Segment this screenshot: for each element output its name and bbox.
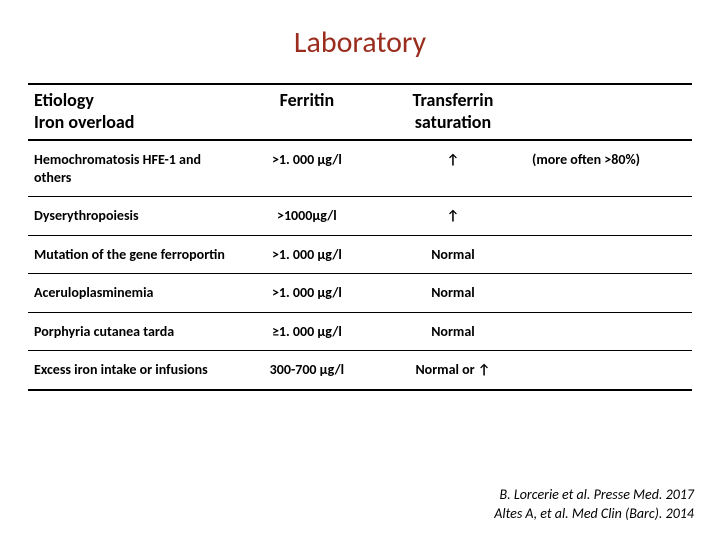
cell-ferritin: 300-700 µg/l — [234, 351, 380, 390]
cell-etiology: Hemochromatosis HFE-1 and others — [28, 140, 234, 197]
cell-notes — [526, 351, 692, 390]
cell-transferrin: ↑ — [380, 140, 526, 197]
laboratory-table: Etiology Iron overload Ferritin Transfer… — [28, 83, 692, 391]
table-row: Dyserythropoiesis >1000µg/l ↑ — [28, 197, 692, 236]
col-header-etiology: Etiology Iron overload — [28, 84, 234, 140]
cell-transferrin: Normal — [380, 312, 526, 351]
col-header-ferritin: Ferritin — [234, 84, 380, 140]
cell-ferritin: ≥1. 000 µg/l — [234, 312, 380, 351]
cell-notes: (more often >80%) — [526, 140, 692, 197]
cell-transferrin: Normal — [380, 274, 526, 313]
table-row: Hemochromatosis HFE-1 and others >1. 000… — [28, 140, 692, 197]
cell-etiology: Dyserythropoiesis — [28, 197, 234, 236]
cell-ferritin: >1. 000 µg/l — [234, 235, 380, 274]
table-row: Excess iron intake or infusions 300-700 … — [28, 351, 692, 390]
table-row: Mutation of the gene ferroportin >1. 000… — [28, 235, 692, 274]
cell-notes — [526, 312, 692, 351]
cell-etiology: Aceruloplasminemia — [28, 274, 234, 313]
cell-transferrin: Normal or ↑ — [380, 351, 526, 390]
cell-etiology: Excess iron intake or infusions — [28, 351, 234, 390]
cell-notes — [526, 197, 692, 236]
cell-transferrin: Normal — [380, 235, 526, 274]
citation-line-2: Altes A, et al. Med Clin (Barc). 2014 — [494, 505, 694, 524]
col-header-notes — [526, 84, 692, 140]
slide: Laboratory Etiology Iron overload Ferrit… — [0, 0, 720, 540]
cell-ferritin: >1. 000 µg/l — [234, 274, 380, 313]
table-row: Aceruloplasminemia >1. 000 µg/l Normal — [28, 274, 692, 313]
cell-etiology: Porphyria cutanea tarda — [28, 312, 234, 351]
table-header-row: Etiology Iron overload Ferritin Transfer… — [28, 84, 692, 140]
slide-title: Laboratory — [28, 24, 692, 61]
cell-ferritin: >1. 000 µg/l — [234, 140, 380, 197]
cell-notes — [526, 274, 692, 313]
col-header-transferrin: Transferrin saturation — [380, 84, 526, 140]
cell-etiology: Mutation of the gene ferroportin — [28, 235, 234, 274]
cell-ferritin: >1000µg/l — [234, 197, 380, 236]
table-row: Porphyria cutanea tarda ≥1. 000 µg/l Nor… — [28, 312, 692, 351]
cell-notes — [526, 235, 692, 274]
citation-block: B. Lorcerie et al. Presse Med. 2017 Alte… — [494, 486, 694, 524]
cell-transferrin: ↑ — [380, 197, 526, 236]
citation-line-1: B. Lorcerie et al. Presse Med. 2017 — [494, 486, 694, 505]
